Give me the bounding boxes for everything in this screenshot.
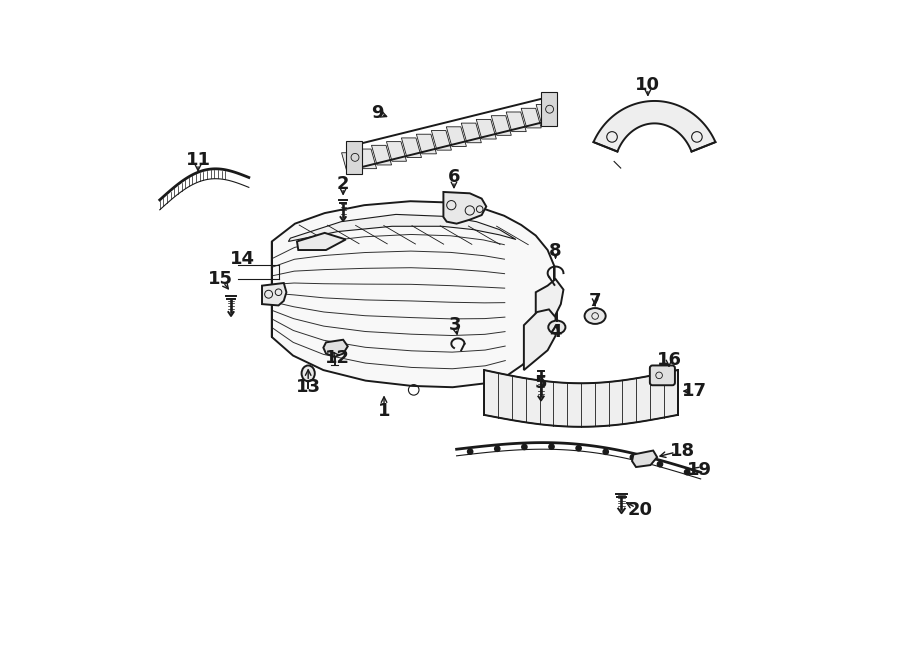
Polygon shape — [476, 120, 496, 139]
Polygon shape — [484, 370, 678, 427]
Circle shape — [467, 449, 472, 454]
Ellipse shape — [302, 366, 315, 381]
Circle shape — [630, 455, 635, 460]
Circle shape — [549, 444, 554, 449]
Ellipse shape — [548, 321, 565, 334]
Polygon shape — [446, 127, 466, 147]
Polygon shape — [506, 112, 526, 132]
Polygon shape — [593, 101, 716, 151]
Polygon shape — [462, 123, 482, 143]
Polygon shape — [386, 141, 407, 161]
Text: 14: 14 — [230, 251, 255, 268]
Polygon shape — [297, 233, 346, 250]
Text: 20: 20 — [627, 501, 652, 519]
Circle shape — [522, 444, 527, 449]
Polygon shape — [272, 201, 554, 387]
Text: 16: 16 — [656, 351, 681, 369]
Polygon shape — [417, 134, 436, 154]
Circle shape — [603, 449, 608, 455]
Polygon shape — [444, 192, 486, 223]
Circle shape — [495, 446, 500, 451]
Text: 19: 19 — [687, 461, 712, 479]
Polygon shape — [356, 149, 376, 169]
Text: 1: 1 — [378, 402, 391, 420]
Text: 6: 6 — [447, 169, 460, 186]
Text: 3: 3 — [449, 316, 462, 334]
Circle shape — [685, 469, 689, 475]
Polygon shape — [541, 93, 557, 126]
Polygon shape — [521, 108, 541, 128]
Polygon shape — [401, 138, 421, 157]
Circle shape — [657, 461, 662, 467]
Text: 4: 4 — [549, 323, 562, 341]
Text: 5: 5 — [535, 374, 547, 392]
Text: 10: 10 — [635, 76, 661, 94]
Polygon shape — [632, 451, 657, 467]
Circle shape — [576, 446, 581, 451]
Polygon shape — [323, 340, 347, 357]
Polygon shape — [491, 116, 511, 136]
Polygon shape — [342, 153, 362, 173]
Ellipse shape — [585, 308, 606, 324]
Text: 13: 13 — [296, 377, 320, 395]
Text: 7: 7 — [589, 292, 601, 310]
Text: 2: 2 — [337, 175, 349, 193]
Text: 9: 9 — [371, 104, 383, 122]
Polygon shape — [372, 145, 392, 165]
Polygon shape — [262, 283, 286, 305]
Text: 8: 8 — [549, 243, 562, 260]
Text: 12: 12 — [326, 349, 350, 368]
Polygon shape — [524, 309, 555, 370]
Polygon shape — [431, 130, 452, 150]
Polygon shape — [536, 104, 556, 124]
Text: 11: 11 — [185, 151, 211, 169]
Text: 18: 18 — [670, 442, 695, 459]
Text: 17: 17 — [681, 382, 706, 400]
Text: 15: 15 — [208, 270, 233, 288]
Polygon shape — [288, 214, 516, 241]
Polygon shape — [346, 141, 363, 174]
Polygon shape — [536, 279, 563, 317]
FancyBboxPatch shape — [650, 366, 675, 385]
